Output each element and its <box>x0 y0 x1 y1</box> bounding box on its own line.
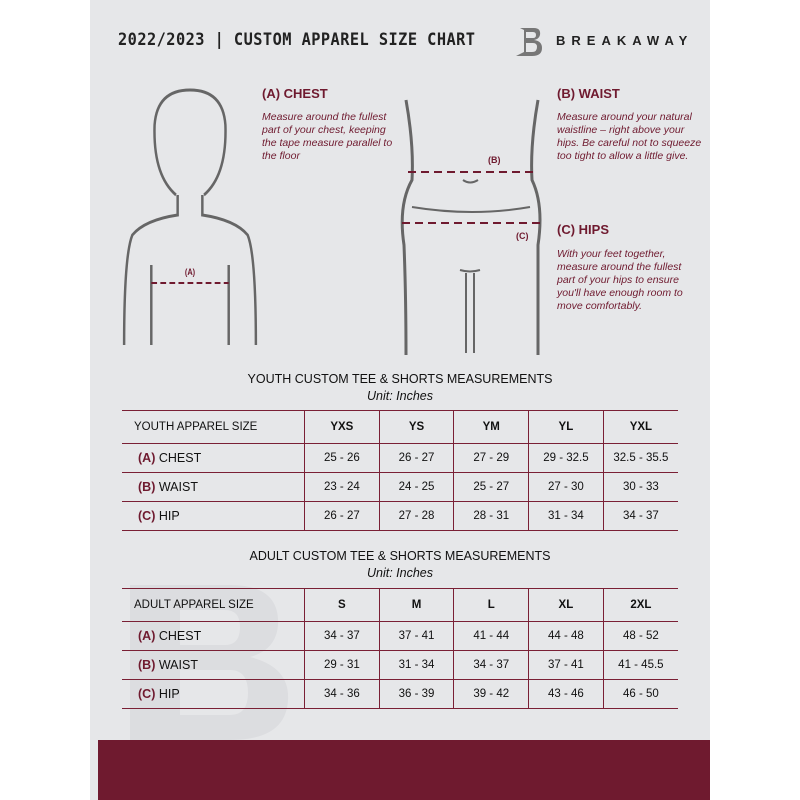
cell: 39 - 42 <box>453 679 529 709</box>
youth-unit: Unit: Inches <box>366 389 433 403</box>
table-header-row: YOUTH APPAREL SIZE YXS YS YM YL YXL <box>122 410 678 444</box>
size-header: YL <box>528 410 604 444</box>
page-title: 2022/2023 | CUSTOM APPAREL SIZE CHART <box>118 30 476 50</box>
size-header: YXL <box>602 410 678 444</box>
size-header: 2XL <box>602 588 678 622</box>
table-row: (B) WAIST 29 - 31 31 - 34 34 - 37 37 - 41 41 … <box>122 650 678 680</box>
cell: 27 - 29 <box>453 443 529 473</box>
waist-instructions: Measure around your natural waistline – … <box>557 111 702 162</box>
cell: 24 - 25 <box>378 472 454 502</box>
cell: 37 - 41 <box>378 621 454 651</box>
cell: 34 - 36 <box>304 679 380 709</box>
youth-section-title: YOUTH CUSTOM TEE & SHORTS MEASUREMENTS <box>247 372 553 386</box>
cell: 31 - 34 <box>378 650 454 680</box>
chest-instructions: Measure around the fullest part of your … <box>262 111 393 162</box>
row-label: (B) WAIST <box>122 650 305 680</box>
youth-size-table: YOUTH APPAREL SIZE YXS YS YM YL YXL (A) … <box>122 410 678 531</box>
lower-body-figure: (B) (C) <box>400 99 544 355</box>
cell: 25 - 27 <box>453 472 529 502</box>
hips-instructions: With your feet together, measure around … <box>557 248 683 312</box>
cell: 23 - 24 <box>304 472 380 502</box>
cell: 27 - 28 <box>378 501 454 531</box>
size-header: YS <box>378 410 454 444</box>
size-label: ADULT APPAREL SIZE <box>122 588 305 622</box>
size-chart-page: 2022/2023 | CUSTOM APPAREL SIZE CHART BR… <box>90 0 710 800</box>
adult-unit: Unit: Inches <box>366 566 433 580</box>
cell: 34 - 37 <box>453 650 529 680</box>
row-label: (A) CHEST <box>122 621 305 651</box>
size-header: M <box>378 588 454 622</box>
table-row: (A) CHEST 34 - 37 37 - 41 41 - 44 44 - 48 48 … <box>122 621 678 651</box>
brand-name: BREAKAWAY <box>556 33 694 48</box>
row-label: (C) HIP <box>122 679 305 709</box>
adult-section-title: ADULT CUSTOM TEE & SHORTS MEASUREMENTS <box>249 549 551 563</box>
chest-heading: (A) CHEST <box>262 86 328 101</box>
size-header: L <box>453 588 529 622</box>
size-label: YOUTH APPAREL SIZE <box>122 410 305 444</box>
waist-heading: (B) WAIST <box>557 86 620 101</box>
cell: 34 - 37 <box>304 621 380 651</box>
row-label: (A) CHEST <box>122 443 305 473</box>
cell: 26 - 27 <box>378 443 454 473</box>
cell: 28 - 31 <box>453 501 529 531</box>
cell: 34 - 37 <box>602 501 678 531</box>
cell: 32.5 - 35.5 <box>602 443 678 473</box>
table-row: (C) HIP 26 - 27 27 - 28 28 - 31 31 - 34 34 - … <box>122 501 678 531</box>
cell: 41 - 45.5 <box>602 650 678 680</box>
table-header-row: ADULT APPAREL SIZE S M L XL 2XL <box>122 588 678 622</box>
cell: 30 - 33 <box>602 472 678 502</box>
row-label: (B) WAIST <box>122 472 305 502</box>
cell: 37 - 41 <box>528 650 604 680</box>
waist-marker: (B) <box>488 155 501 165</box>
cell: 26 - 27 <box>304 501 380 531</box>
cell: 41 - 44 <box>453 621 529 651</box>
breakaway-logo-icon <box>516 28 542 56</box>
table-row: (A) CHEST 25 - 26 26 - 27 27 - 29 29 - 32.5 3… <box>122 443 678 473</box>
hips-marker: (C) <box>516 231 529 241</box>
cell: 44 - 48 <box>528 621 604 651</box>
table-row: (C) HIP 34 - 36 36 - 39 39 - 42 43 - 46 46 - … <box>122 679 678 709</box>
cell: 29 - 32.5 <box>528 443 604 473</box>
adult-size-table: ADULT APPAREL SIZE S M L XL 2XL (A) CHES… <box>122 588 678 709</box>
upper-body-figure: (A) <box>122 88 258 346</box>
row-label: (C) HIP <box>122 501 305 531</box>
cell: 43 - 46 <box>528 679 604 709</box>
cell: 48 - 52 <box>602 621 678 651</box>
size-header: YM <box>453 410 529 444</box>
cell: 25 - 26 <box>304 443 380 473</box>
footer-bar <box>98 740 710 800</box>
cell: 31 - 34 <box>528 501 604 531</box>
cell: 36 - 39 <box>378 679 454 709</box>
size-header: XL <box>528 588 604 622</box>
cell: 29 - 31 <box>304 650 380 680</box>
size-header: S <box>304 588 380 622</box>
hips-heading: (C) HIPS <box>557 222 609 237</box>
cell: 46 - 50 <box>602 679 678 709</box>
chest-marker: (A) <box>185 267 196 277</box>
size-header: YXS <box>304 410 380 444</box>
cell: 27 - 30 <box>528 472 604 502</box>
table-row: (B) WAIST 23 - 24 24 - 25 25 - 27 27 - 30 30 … <box>122 472 678 502</box>
